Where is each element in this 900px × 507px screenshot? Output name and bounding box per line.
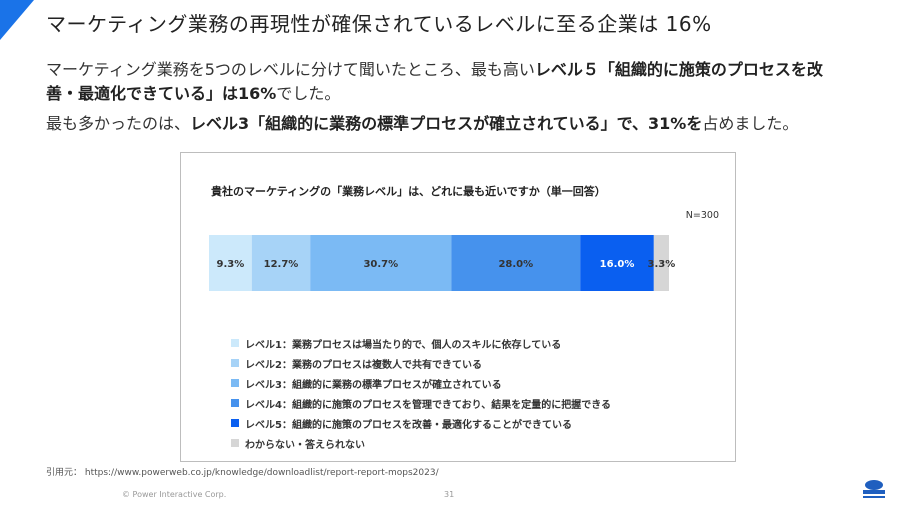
summary-paragraph-1: マーケティング業務を5つのレベルに分けて聞いたところ、最も高いレベル５「組織的に… bbox=[46, 58, 846, 106]
legend-swatch-4 bbox=[231, 399, 239, 407]
legend-swatch-2 bbox=[231, 359, 239, 367]
para1-bold-1: レベル５「組織的に施策のプロセスを改善・最適化できている」は16% bbox=[46, 60, 823, 103]
para1-text-2: でした。 bbox=[276, 84, 341, 103]
bar-segment-6 bbox=[653, 235, 669, 291]
legend-label-5: レベル5：組織的に施策のプロセスを改善・最適化することができている bbox=[245, 419, 572, 431]
page-number: 31 bbox=[444, 490, 455, 499]
copyright-text: © Power Interactive Corp. bbox=[122, 490, 227, 499]
para2-text-2: 占めました。 bbox=[702, 114, 799, 133]
bar-data-label-3: 30.7% bbox=[363, 259, 398, 270]
legend-label-4: レベル4：組織的に施策のプロセスを管理できており、結果を定量的に把握できる bbox=[245, 399, 612, 411]
legend-item-4: レベル4：組織的に施策のプロセスを管理できており、結果を定量的に把握できる bbox=[231, 393, 711, 413]
sample-size-note: N=300 bbox=[685, 210, 719, 221]
chart-frame: 貴社のマーケティングの「業務レベル」は、どれに最も近いですか（単一回答） N=3… bbox=[180, 152, 736, 462]
chart-legend: レベル1：業務プロセスは場当たり的で、個人のスキルに依存している レベル2：業務の… bbox=[231, 333, 711, 453]
bar-data-label-4: 28.0% bbox=[498, 259, 533, 270]
legend-label-2: レベル2：業務のプロセスは複数人で共有できている bbox=[245, 359, 482, 371]
legend-label-1: レベル1：業務プロセスは場当たり的で、個人のスキルに依存している bbox=[245, 339, 562, 351]
bar-data-label-2: 12.7% bbox=[264, 259, 299, 270]
legend-item-3: レベル3：組織的に業務の標準プロセスが確立されている bbox=[231, 373, 711, 393]
corner-accent-shape bbox=[0, 0, 34, 40]
slide-title: マーケティング業務の再現性が確保されているレベルに至る企業は 16% bbox=[46, 12, 712, 36]
legend-item-1: レベル1：業務プロセスは場当たり的で、個人のスキルに依存している bbox=[231, 333, 711, 353]
company-logo-icon bbox=[863, 480, 885, 498]
bar-data-label-6: 3.3% bbox=[648, 259, 676, 270]
source-citation: 引用元： https://www.powerweb.co.jp/knowledg… bbox=[46, 468, 439, 478]
chart-title: 貴社のマーケティングの「業務レベル」は、どれに最も近いですか（単一回答） bbox=[211, 185, 606, 198]
para2-bold-1: レベル3「組織的に業務の標準プロセスが確立されている」で、31%を bbox=[190, 114, 703, 133]
para1-text-1: マーケティング業務を5つのレベルに分けて聞いたところ、最も高い bbox=[46, 60, 535, 79]
legend-item-5: レベル5：組織的に施策のプロセスを改善・最適化することができている bbox=[231, 413, 711, 433]
stacked-bar-chart: 9.3% 12.7% 30.7% 28.0% 16.0% 3.3% bbox=[209, 235, 676, 291]
legend-label-3: レベル3：組織的に業務の標準プロセスが確立されている bbox=[245, 379, 502, 391]
legend-item-2: レベル2：業務のプロセスは複数人で共有できている bbox=[231, 353, 711, 373]
bar-segment-3 bbox=[310, 235, 452, 291]
legend-swatch-6 bbox=[231, 439, 239, 447]
bar-segment-4 bbox=[451, 235, 581, 291]
summary-paragraph-2: 最も多かったのは、レベル3「組織的に業務の標準プロセスが確立されている」で、31… bbox=[46, 112, 846, 136]
bar-segment-5 bbox=[580, 235, 654, 291]
legend-swatch-1 bbox=[231, 339, 239, 347]
bar-segment-2 bbox=[251, 235, 311, 291]
legend-label-6: わからない・答えられない bbox=[245, 439, 365, 451]
bar-data-label-5: 16.0% bbox=[600, 259, 635, 270]
legend-item-6: わからない・答えられない bbox=[231, 433, 711, 453]
legend-swatch-5 bbox=[231, 419, 239, 427]
bar-data-label-1: 9.3% bbox=[217, 259, 245, 270]
para2-text-1: 最も多かったのは、 bbox=[46, 114, 191, 133]
legend-swatch-3 bbox=[231, 379, 239, 387]
bar-segment-1 bbox=[209, 235, 252, 291]
